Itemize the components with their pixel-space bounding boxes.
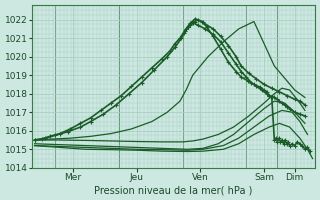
X-axis label: Pression niveau de la mer( hPa ): Pression niveau de la mer( hPa ) <box>94 185 253 195</box>
